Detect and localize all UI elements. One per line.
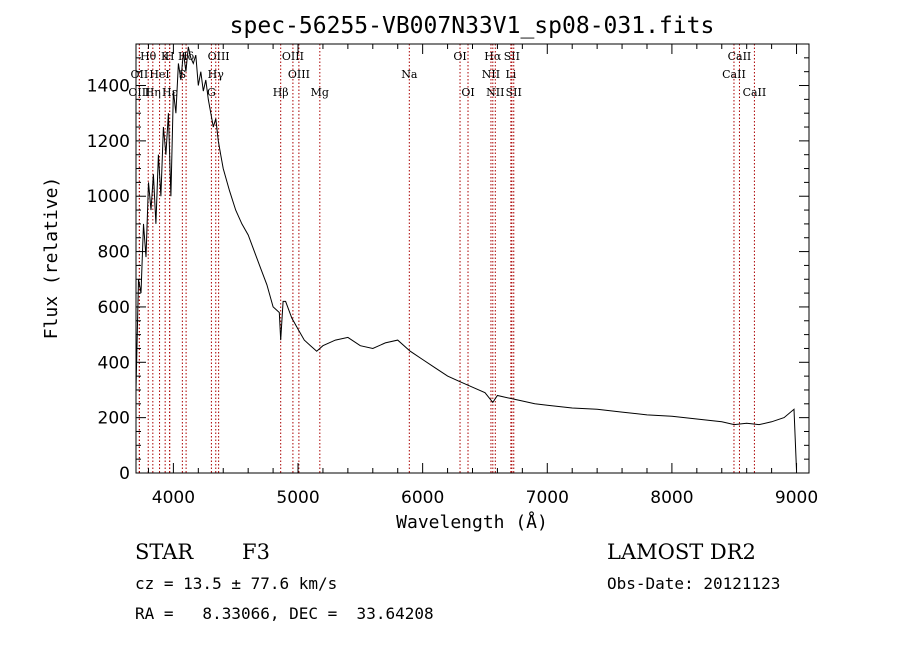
marker-label-10: OII	[131, 68, 149, 81]
marker-label-28: CaII	[743, 86, 767, 99]
spectrum-line	[135, 46, 797, 471]
y-axis-label: Flux (relative)	[41, 177, 62, 340]
y-tick-label-4: 800	[98, 243, 130, 263]
y-tick-label-2: 400	[98, 353, 130, 373]
marker-label-8: SII	[504, 50, 520, 63]
marker-label-11: HeI	[149, 68, 169, 81]
x-axis-ticks: 4000 5000 6000 7000 8000 9000	[147, 44, 818, 508]
survey-name: LAMOST DR2	[607, 540, 756, 564]
y-tick-label-3: 600	[98, 298, 130, 318]
coordinates-readout: RA = 8.33066, DEC = 33.64208	[135, 604, 434, 623]
plot-frame	[135, 43, 810, 474]
y-tick-label-6: 1200	[87, 132, 130, 152]
marker-label-18: CaII	[722, 68, 746, 81]
marker-label-13: Hγ	[208, 68, 225, 81]
y-axis-ticks: 0 200 400 600 800 1000 1200 1400	[87, 57, 809, 484]
x-tick-label-0: 4000	[152, 488, 195, 508]
marker-label-21: Hε	[162, 86, 178, 99]
observation-date: Obs-Date: 20121123	[607, 574, 781, 593]
marker-label-12: S	[179, 68, 187, 81]
x-tick-label-2: 6000	[401, 488, 444, 508]
marker-label-22: G	[207, 86, 216, 99]
x-tick-label-3: 7000	[526, 488, 569, 508]
marker-label-26: NII	[486, 86, 504, 99]
marker-label-5: OIII	[282, 50, 304, 63]
x-axis-label: Wavelength (Å)	[396, 511, 548, 533]
x-tick-label-4: 8000	[650, 488, 693, 508]
y-tick-label-1: 200	[98, 409, 130, 429]
marker-label-3: Hδ	[178, 50, 195, 63]
redshift-readout: cz = 13.5 ± 77.6 km/s	[135, 574, 338, 593]
marker-label-7: Hα	[484, 50, 502, 63]
marker-label-16: NII	[482, 68, 500, 81]
chart-title: spec-56255-VB007N33V1_sp08-031.fits	[230, 13, 715, 39]
marker-label-24: Mg	[311, 86, 329, 99]
marker-label-6: OI	[453, 50, 466, 63]
marker-label-2: H	[165, 50, 175, 63]
x-tick-label-1: 5000	[276, 488, 319, 508]
marker-label-19: OIII	[128, 86, 150, 99]
marker-label-27: SII	[506, 86, 522, 99]
marker-label-9: CaII	[728, 50, 752, 63]
object-class: STAR	[135, 540, 194, 564]
y-tick-label-7: 1400	[87, 77, 130, 97]
marker-label-23: Hβ	[273, 86, 289, 99]
y-tick-label-5: 1000	[87, 187, 130, 207]
marker-label-1: K	[161, 50, 170, 63]
y-tick-label-0: 0	[119, 464, 130, 484]
object-subclass: F3	[242, 540, 270, 564]
marker-label-25: OI	[461, 86, 474, 99]
marker-label-17: Li	[505, 68, 516, 81]
marker-label-15: Na	[401, 68, 418, 81]
x-tick-label-5: 9000	[775, 488, 818, 508]
marker-label-20: Hη	[145, 86, 161, 99]
marker-label-14: OIII	[288, 68, 310, 81]
marker-label-4: OIII	[208, 50, 230, 63]
marker-label-0: Hθ	[140, 50, 157, 63]
